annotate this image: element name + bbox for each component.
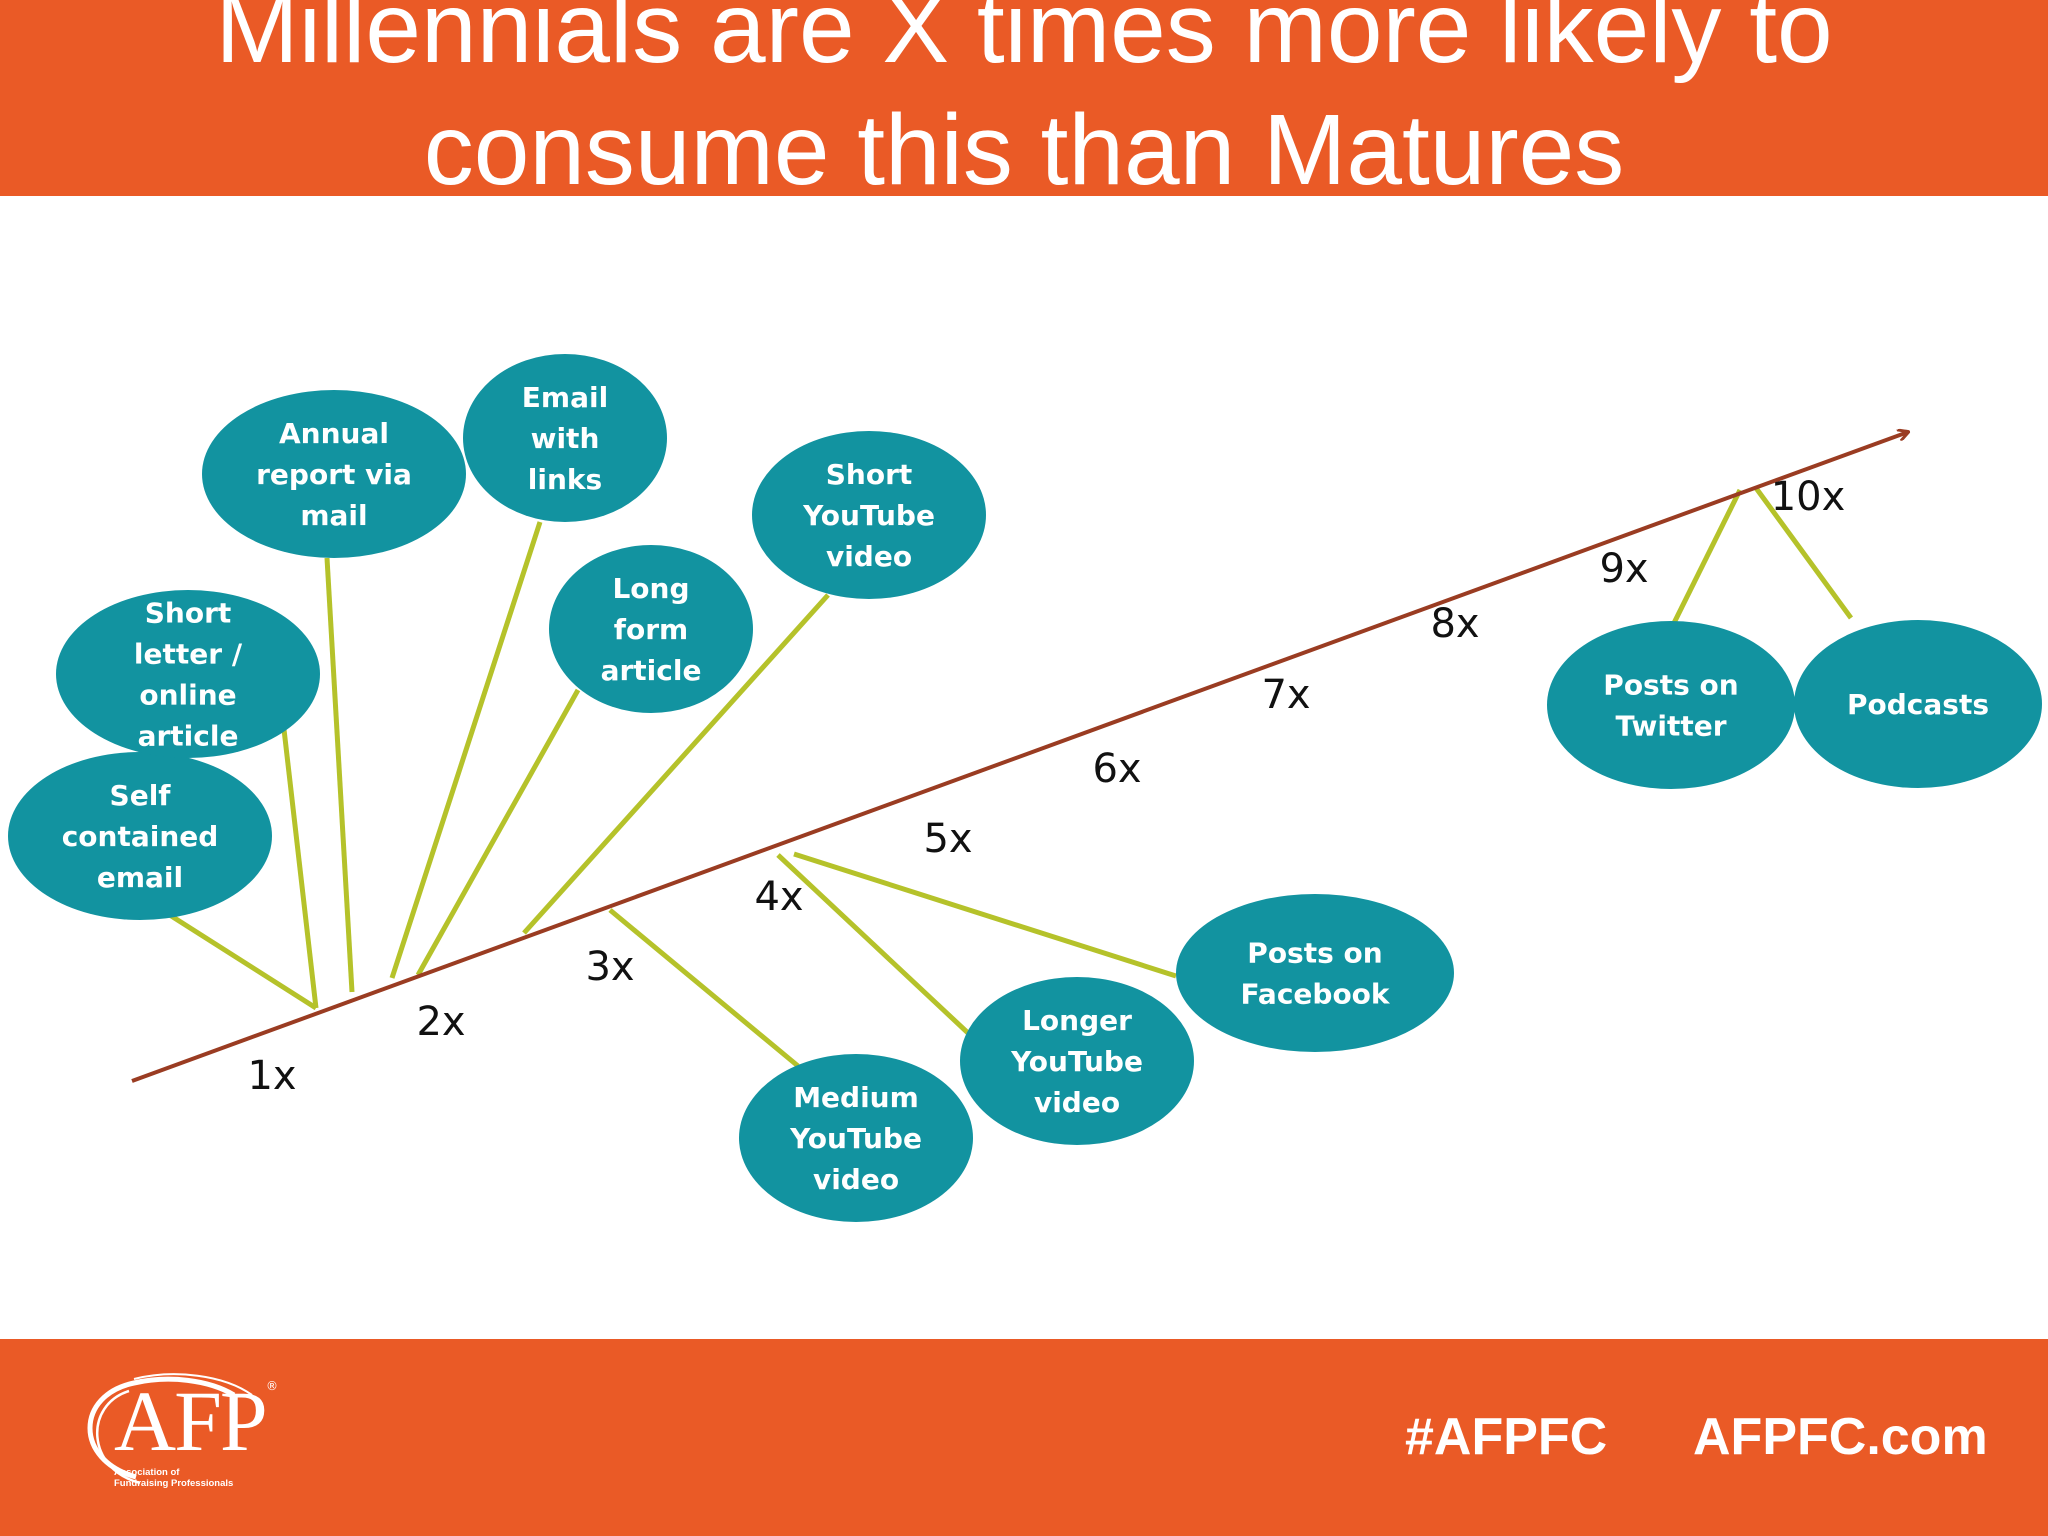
bubble-shape: [1794, 620, 2042, 788]
bubble-label-line: Short: [145, 597, 232, 630]
bubble-label-line: Short: [826, 458, 913, 491]
bubble-label-line: online: [139, 679, 236, 712]
title-line-2: consume this than Matures: [423, 94, 1625, 196]
connector-line: [1671, 488, 1743, 625]
bubble-label-line: article: [601, 654, 702, 687]
connector-line: [163, 909, 318, 1011]
content-bubble: Medium YouTube video: [739, 1054, 973, 1222]
event-hashtag: #AFPFC: [1405, 1408, 1608, 1466]
bubble-shape: [1176, 894, 1454, 1052]
axis-tick-label: 3x: [585, 944, 634, 990]
axis-arrow: [131, 432, 1908, 1083]
content-bubble: Annual report via mail: [202, 390, 466, 558]
axis-tick-label: 5x: [923, 816, 972, 862]
bubble-label-line: Medium: [793, 1081, 919, 1114]
axis-tick-label: 2x: [416, 999, 465, 1045]
title-line-1: Millennials are X times more likely to: [215, 0, 1833, 84]
bubble-label-line: YouTube: [1010, 1045, 1143, 1078]
content-bubble: Email with links: [463, 354, 667, 522]
bubble-label-line: Posts on: [1247, 937, 1382, 970]
bubble-label-line: contained: [62, 820, 219, 853]
bubble-shape: [549, 545, 753, 713]
bubble-label-line: report via: [256, 458, 412, 491]
content-bubble: Long form article: [549, 545, 753, 713]
logo-swoosh-icon: [87, 1373, 253, 1485]
header-bar: Millennials are X times more likely to c…: [0, 0, 2048, 196]
connector-line: [522, 593, 830, 935]
bubble-shape: [56, 590, 320, 758]
event-website: AFPFC.com: [1693, 1408, 1988, 1466]
bubble-label-line: video: [826, 540, 912, 573]
content-bubble: Podcasts: [1794, 620, 2042, 788]
bubble-label-line: mail: [300, 499, 367, 532]
bubble-label-line: with: [531, 422, 600, 455]
page-title: Millennials are X times more likely to c…: [0, 0, 2048, 196]
connector-line: [415, 688, 581, 977]
axis-tick-label: 7x: [1261, 672, 1310, 718]
logo-letters: AFP: [114, 1373, 268, 1469]
bubble-label-line: Self: [110, 779, 172, 812]
bubble-label-line: YouTube: [802, 499, 935, 532]
bubble-shape: [202, 390, 466, 558]
afp-logo: AFP ® Association of Fundraising Profess…: [74, 1365, 294, 1515]
connector-line: [776, 853, 970, 1035]
axis-tick-label: 9x: [1599, 546, 1648, 592]
bubble-shape: [739, 1054, 973, 1222]
bubble-label-line: Facebook: [1240, 978, 1390, 1011]
bubble-label-line: Posts on: [1603, 669, 1738, 702]
bubble-label-line: form: [614, 613, 688, 646]
content-bubble: Posts on Facebook: [1176, 894, 1454, 1052]
bubble-label-line: video: [1034, 1086, 1120, 1119]
connector-line: [324, 557, 355, 993]
bubble-label-line: letter /: [134, 638, 243, 671]
content-bubble: Posts on Twitter: [1547, 621, 1795, 789]
connector-line: [389, 521, 543, 979]
axis-tick-label: 1x: [247, 1053, 296, 1099]
bubble-label-line: Email: [522, 381, 608, 414]
connector-line: [279, 711, 319, 1009]
bubble-shape: [1547, 621, 1795, 789]
content-bubble: Longer YouTube video: [960, 977, 1194, 1145]
content-bubbles: Self contained email Short letter / online art…: [8, 354, 2042, 1222]
bubble-label-line: YouTube: [789, 1122, 922, 1155]
content-bubble: Short YouTube video: [752, 431, 986, 599]
logo-subtitle-line-2: Fundraising Professionals: [114, 1478, 234, 1489]
bubble-shape: [752, 431, 986, 599]
bubble-shape: [8, 752, 272, 920]
bubble-label-line: article: [138, 720, 239, 753]
axis-tick-labels: 1x 2x 3x 4x 5x 6x 7x 8x 9x 10x: [247, 474, 1845, 1099]
logo-subtitle: Association of Fundraising Professionals: [114, 1467, 233, 1489]
bubble-label-line: email: [97, 861, 183, 894]
bubble-label-line: Long: [612, 572, 689, 605]
content-bubble: Self contained email: [8, 752, 272, 920]
bubble-label-line: Twitter: [1615, 710, 1726, 743]
connector-line: [793, 851, 1177, 979]
connector-lines: [163, 486, 1854, 1068]
connector-line: [608, 908, 800, 1068]
content-bubble: Short letter / online article: [56, 590, 320, 758]
bubble-shape: [463, 354, 667, 522]
logo-registered-mark: ®: [266, 1379, 278, 1393]
bubble-label-line: links: [528, 463, 602, 496]
connector-line: [1753, 486, 1854, 620]
bubble-shape: [960, 977, 1194, 1145]
axis-tick-label: 8x: [1430, 601, 1479, 647]
bubble-label-line: Longer: [1022, 1004, 1132, 1037]
axis-tick-label: 10x: [1771, 474, 1846, 520]
bubble-label-line: Annual: [279, 417, 389, 450]
axis-tick-label: 4x: [754, 874, 803, 920]
axis-tick-label: 6x: [1092, 746, 1141, 792]
bubble-label-line: Podcasts: [1847, 688, 1989, 721]
footer-bar: [0, 1339, 2048, 1536]
bubble-label-line: video: [813, 1163, 899, 1196]
logo-subtitle-line-1: Association of: [114, 1467, 180, 1478]
